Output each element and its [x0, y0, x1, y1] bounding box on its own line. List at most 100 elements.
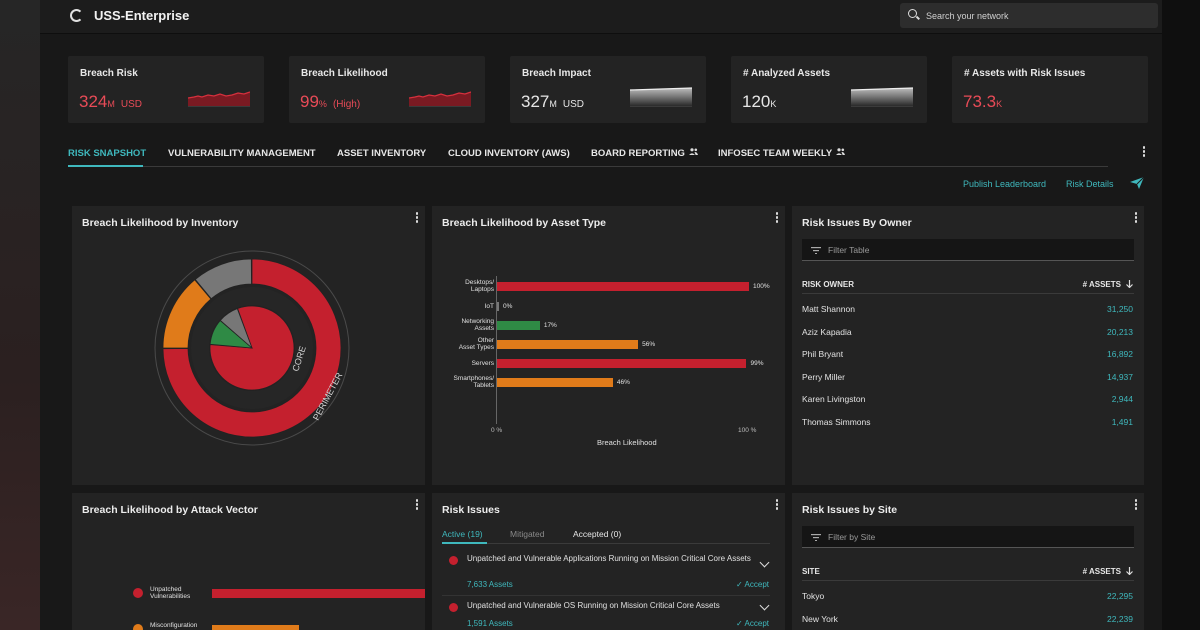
shared-users-icon	[688, 148, 698, 155]
panel-risk-owner: Risk Issues By Owner RISK OWNER # ASSETS…	[792, 206, 1144, 485]
bar-value-label: 100%	[753, 283, 770, 290]
filter-table-input[interactable]	[828, 239, 1118, 260]
row-assets-link[interactable]: 20,213	[1107, 326, 1133, 337]
search-input[interactable]	[926, 3, 1146, 28]
kpi-card[interactable]: # Assets with Risk Issues 73.3K	[952, 56, 1148, 123]
panel-more-icon[interactable]	[1134, 499, 1138, 511]
donut-slice	[194, 258, 252, 300]
tab-infosec-team-weekly[interactable]: INFOSEC TEAM WEEKLY	[718, 148, 846, 159]
sparkline-area	[188, 92, 250, 106]
panel-more-icon[interactable]	[775, 212, 779, 224]
kpi-label: # Analyzed Assets	[743, 68, 831, 79]
user-head	[690, 148, 694, 152]
chevron-down-icon[interactable]	[759, 557, 770, 568]
x-axis-title: Breach Likelihood	[597, 438, 657, 447]
row-assets-link[interactable]: 1,491	[1111, 417, 1133, 427]
row-assets-link[interactable]: 22,239	[1107, 613, 1133, 624]
logo-icon	[70, 9, 83, 22]
tab-asset-inventory[interactable]: ASSET INVENTORY	[337, 148, 426, 159]
bar	[497, 321, 540, 330]
critical-issue-icon	[449, 556, 458, 565]
panel-title: Risk Issues By Owner	[802, 217, 912, 229]
arrow-down-icon[interactable]	[1126, 280, 1133, 288]
col-risk-owner[interactable]: RISK OWNER	[802, 280, 854, 289]
panel-more-icon[interactable]	[1134, 212, 1138, 224]
panel-title: Risk Issues by Site	[802, 504, 898, 516]
issue-assets-link[interactable]: 7,633 Assets	[467, 580, 513, 589]
bar-value-label: 17%	[543, 322, 557, 329]
sparkline-line	[851, 87, 913, 91]
asset-type-bar-chart: Desktops/ Laptops 100% IoT 0% Networking Ass…	[432, 206, 785, 485]
sparkline-line	[188, 91, 250, 99]
accept-issue-button[interactable]: ✓ Accept	[736, 580, 769, 589]
table-header-divider	[802, 293, 1134, 294]
panel-title: Breach Likelihood by Asset Type	[442, 217, 606, 229]
col-assets[interactable]: # ASSETS	[1082, 567, 1121, 576]
issues-tabs-divider	[442, 543, 770, 544]
row-assets-link[interactable]: 31,250	[1107, 304, 1133, 314]
kpi-card[interactable]: Breach Impact 327M USD	[510, 56, 706, 123]
x-axis-tick: 100 %	[738, 427, 757, 434]
bar-value-label: 56%	[642, 341, 656, 348]
filter-box[interactable]	[802, 526, 1134, 548]
send-icon[interactable]	[1130, 177, 1144, 189]
col-site[interactable]: SITE	[802, 567, 820, 576]
row-assets-link[interactable]: 22,295	[1107, 591, 1133, 601]
row-assets-link[interactable]: 14,937	[1107, 371, 1133, 382]
tab-label: VULNERABILITY MANAGEMENT	[168, 148, 316, 159]
kpi-card[interactable]: # Analyzed Assets 120K	[731, 56, 927, 123]
dashboard-more-icon[interactable]	[1142, 146, 1146, 158]
kpi-card[interactable]: Breach Likelihood 99% (High)	[289, 56, 485, 123]
kpi-number: 99	[300, 92, 319, 111]
kpi-suffix: USD	[562, 99, 584, 110]
kpi-label: Breach Likelihood	[301, 68, 388, 79]
risk-details-link[interactable]: Risk Details	[1066, 179, 1114, 189]
search-box[interactable]	[900, 3, 1158, 28]
panel-risk-site: Risk Issues by Site SITE # ASSETS Tokyo 2…	[792, 493, 1144, 630]
chevron-down-icon[interactable]	[759, 600, 770, 611]
attack-vector-bar-chart: Unpatched Vulnerabilities99%Misconfigura…	[72, 493, 425, 630]
tab-accepted-issues[interactable]: Accepted (0)	[573, 529, 622, 539]
panel-risk-issues: Risk Issues Active (19) Mitigated Accept…	[432, 493, 785, 630]
tab-label: RISK SNAPSHOT	[68, 148, 147, 159]
panel-more-icon[interactable]	[415, 499, 419, 511]
issue-title[interactable]: Unpatched and Vulnerable OS Running on M…	[467, 601, 720, 610]
col-assets[interactable]: # ASSETS	[1082, 280, 1121, 289]
panel-inventory: Breach Likelihood by Inventory CORE PERIM…	[72, 206, 425, 485]
sparkline-chart	[409, 91, 471, 107]
filter-site-input[interactable]	[828, 526, 1118, 547]
tab-cloud-inventory-aws[interactable]: CLOUD INVENTORY (AWS)	[448, 148, 570, 159]
tab-label: CLOUD INVENTORY (AWS)	[448, 148, 570, 159]
tab-active-issues[interactable]: Active (19)	[442, 529, 483, 539]
kpi-card[interactable]: Breach Risk 324M USD	[68, 56, 264, 123]
arrow-down-icon[interactable]	[1126, 567, 1133, 575]
tabs-divider	[68, 166, 1108, 167]
core-ring-track	[191, 287, 313, 409]
tab-mitigated-issues[interactable]: Mitigated	[510, 529, 545, 539]
bar-category-label: Servers	[471, 360, 494, 367]
row-assets-link[interactable]: 16,892	[1107, 349, 1133, 360]
accept-issue-button[interactable]: ✓ Accept	[736, 619, 769, 628]
kpi-suffix: USD	[120, 99, 142, 110]
user-body	[694, 151, 698, 155]
tab-board-reporting[interactable]: BOARD REPORTING	[591, 148, 698, 159]
sparkline-line	[630, 87, 692, 91]
panel-more-icon[interactable]	[775, 499, 779, 511]
row-name: Phil Bryant	[802, 349, 844, 360]
filter-box[interactable]	[802, 239, 1134, 261]
sparkline-area	[630, 88, 692, 106]
issue-title[interactable]: Unpatched and Vulnerable Applications Ru…	[467, 554, 751, 563]
panel-asset-type: Breach Likelihood by Asset Type Desktops…	[432, 206, 785, 485]
bar	[212, 589, 425, 598]
sparkline-chart	[851, 87, 913, 107]
panel-more-icon[interactable]	[415, 212, 419, 224]
row-assets-link[interactable]: 2,944	[1111, 394, 1133, 405]
kpi-label: Breach Risk	[80, 68, 138, 79]
issue-divider	[442, 595, 770, 596]
tab-vulnerability-management[interactable]: VULNERABILITY MANAGEMENT	[168, 148, 316, 159]
tab-risk-snapshot[interactable]: RISK SNAPSHOT	[68, 148, 146, 159]
row-name: New York	[802, 613, 838, 624]
app-title: USS-Enterprise	[94, 8, 190, 23]
issue-assets-link[interactable]: 1,591 Assets	[467, 619, 513, 628]
publish-leaderboard-link[interactable]: Publish Leaderboard	[963, 179, 1047, 189]
